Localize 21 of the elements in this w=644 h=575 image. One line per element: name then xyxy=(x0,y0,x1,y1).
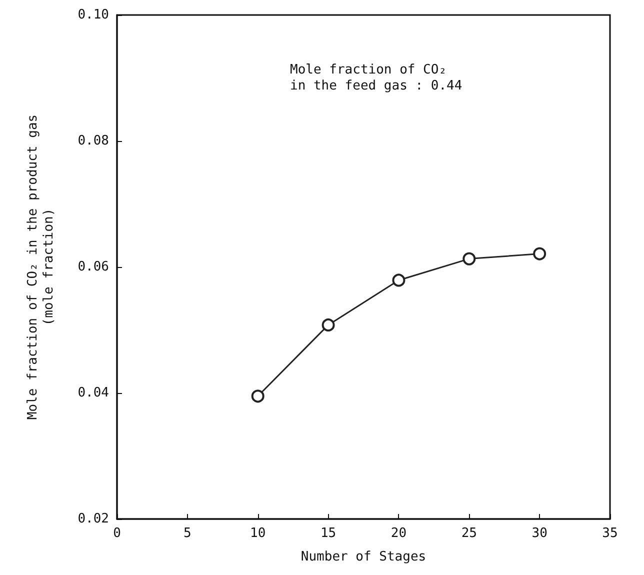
x-tick-label: 30 xyxy=(532,526,548,541)
x-tick-label: 15 xyxy=(320,526,336,541)
x-tick-label: 20 xyxy=(390,526,407,541)
point xyxy=(251,390,264,403)
point xyxy=(322,318,335,332)
x-axis-title: Number of Stages xyxy=(300,550,426,564)
x-tick-label: 0 xyxy=(113,526,121,541)
x-tick-label: 35 xyxy=(602,526,618,541)
x-tick-label: 5 xyxy=(184,526,192,541)
y-tick-label: 0.10 xyxy=(78,8,109,22)
y-axis-title: Mole fraction of CO₂ in the product gas (mole fraction) xyxy=(26,114,56,420)
y-tick-label: 0.08 xyxy=(78,134,109,148)
point xyxy=(392,274,406,287)
point xyxy=(462,252,476,266)
y-tick-label: 0.02 xyxy=(78,512,109,526)
y-tick-label: 0.04 xyxy=(78,386,110,400)
annotation: Mole fraction of CO₂ in the feed gas : 0.44 xyxy=(290,62,462,94)
point xyxy=(533,247,546,260)
y-tick-label: 0.06 xyxy=(78,260,109,274)
x-tick-label: 10 xyxy=(250,526,266,541)
x-tick-label: 25 xyxy=(461,526,477,541)
